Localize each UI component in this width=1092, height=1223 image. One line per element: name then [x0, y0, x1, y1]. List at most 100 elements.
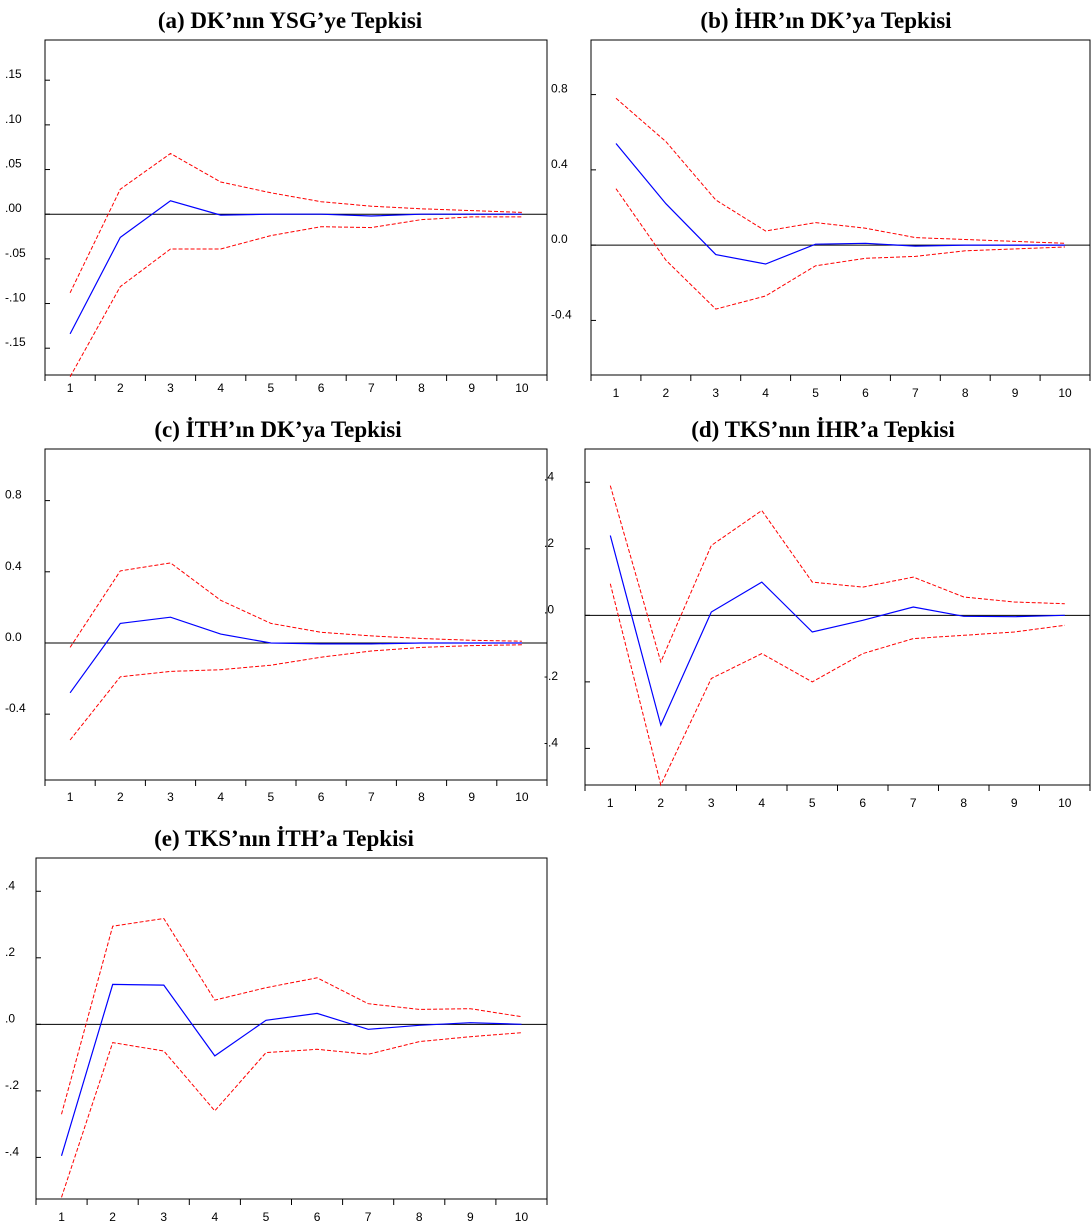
panel-b: (b) İHR’ın DK’ya Tepkisi 1 2 3 4 5 6 7 8 9 10 -0.4… [551, 8, 1091, 400]
panel-b-xtick-label: 6 [862, 386, 869, 400]
panel-b-ytick-label: 0.4 [551, 157, 568, 171]
panel-d-xtick-label: 8 [960, 796, 967, 810]
panel-d-xtick-label: 3 [708, 796, 715, 810]
panel-c-xtick-label: 2 [117, 790, 124, 804]
panel-c-lower-band-line [69, 644, 522, 741]
panel-e-xtick-label: 3 [160, 1210, 167, 1223]
panel-b-lower-band-line [615, 188, 1066, 310]
panel-d-upper-band-line [609, 485, 1065, 664]
panel-a-plot: 1 2 3 4 5 6 7 8 9 10 -.15 -.10 -.05 .00 .05 .10 .15 [5, 39, 548, 395]
panel-a-title: (a) DK’nın YSG’ye Tepkisi [158, 8, 423, 33]
panel-e-xtick-label: 8 [416, 1210, 423, 1223]
panel-a-ytick-label: -.05 [5, 246, 26, 260]
panel-c-xtick-label: 6 [318, 790, 325, 804]
panel-b-plot: 1 2 3 4 5 6 7 8 9 10 -0.4 0.0 0.4 0.8 [551, 39, 1091, 400]
panel-c-xtick-label: 5 [268, 790, 275, 804]
panel-d-xtick-label: 10 [1058, 796, 1072, 810]
panel-d-xtick-label: 6 [859, 796, 866, 810]
panel-a-ytick-label: -.15 [5, 335, 26, 349]
panel-a-ytick-label: .00 [5, 201, 22, 215]
panel-b-ytick-label: -0.4 [551, 307, 572, 321]
panel-d-lower-band-line [609, 583, 1065, 787]
panel-b-xtick-label: 9 [1012, 386, 1019, 400]
panel-e-xtick-label: 2 [109, 1210, 116, 1223]
panel-c-xtick-label: 1 [67, 790, 74, 804]
panel-e-upper-band-line [61, 917, 522, 1115]
panel-e-xtick-label: 1 [58, 1210, 65, 1223]
panel-a-xtick-label: 5 [268, 381, 275, 395]
panel-e-lower-band-line [61, 1032, 522, 1198]
panel-c-xtick-label: 4 [217, 790, 224, 804]
panel-a-xtick-label: 8 [418, 381, 425, 395]
panel-b-frame [590, 39, 1091, 376]
panel-a-xtick-label: 1 [67, 381, 74, 395]
panel-b-xtick-label: 10 [1058, 386, 1072, 400]
panel-d-response-line [609, 535, 1065, 727]
panel-e-ytick-label: .4 [5, 878, 15, 892]
panel-d: (d) TKS’nın İHR’a Tepkisi 1 2 3 4 5 6 7 8 9 10 -.4… [544, 417, 1091, 810]
panel-d-title: (d) TKS’nın İHR’a Tepkisi [691, 417, 955, 442]
panel-c-xtick-label: 8 [418, 790, 425, 804]
panel-a-upper-band-line [69, 152, 522, 294]
panel-e-ytick-label: .2 [5, 945, 15, 959]
panel-e-ytick-label: -.2 [5, 1078, 19, 1092]
panel-c-ytick-label: 0.8 [5, 488, 22, 502]
panel-d-xtick-label: 1 [607, 796, 614, 810]
panel-c-upper-band-line [69, 562, 522, 648]
panel-b-title: (b) İHR’ın DK’ya Tepkisi [700, 8, 952, 33]
panel-c-xtick-label: 7 [368, 790, 375, 804]
panel-d-ytick-label: .2 [544, 536, 554, 550]
panel-a-xtick-label: 9 [468, 381, 475, 395]
panel-a-ytick-label: .10 [5, 112, 22, 126]
panel-c-ytick-label: 0.0 [5, 630, 22, 644]
panel-e-plot: 1 2 3 4 5 6 7 8 9 10 -.4 -.2 .0 .2 .4 [5, 857, 548, 1223]
panel-a-xtick-label: 2 [117, 381, 124, 395]
panel-e-xtick-label: 6 [314, 1210, 321, 1223]
panel-e-response-line [60, 983, 522, 1156]
panel-a-xtick-label: 3 [167, 381, 174, 395]
panel-a-lower-band-line [69, 216, 522, 378]
panel-d-xtick-label: 9 [1011, 796, 1018, 810]
panel-b-xtick-label: 2 [663, 386, 670, 400]
panel-d-ytick-label: -.2 [544, 669, 558, 683]
panel-d-ytick-label: -.4 [544, 735, 558, 749]
panel-e-ytick-label: -.4 [5, 1144, 19, 1158]
panel-c-frame [44, 448, 548, 781]
panel-a-ytick-label: -.10 [5, 291, 26, 305]
panel-a: (a) DK’nın YSG’ye Tepkisi 1 2 3 4 5 6 7 8 9 10 -.1… [5, 8, 548, 395]
panel-c-title: (c) İTH’ın DK’ya Tepkisi [154, 417, 402, 442]
panel-a-xtick-label: 4 [217, 381, 224, 395]
panel-b-ytick-label: 0.8 [551, 82, 568, 96]
panel-e-xtick-label: 7 [365, 1210, 372, 1223]
panel-d-ytick-label: .0 [544, 602, 554, 616]
panel-b-xtick-label: 3 [712, 386, 719, 400]
panel-a-xtick-label: 10 [515, 381, 529, 395]
panel-b-response-line [615, 143, 1065, 265]
panel-d-xtick-label: 4 [758, 796, 765, 810]
panel-e-ytick-label: .0 [5, 1011, 15, 1025]
panel-d-plot: 1 2 3 4 5 6 7 8 9 10 -.4 -.2 .0 .2 .4 [544, 448, 1091, 810]
panel-b-xtick-label: 4 [762, 386, 769, 400]
panel-e-xtick-label: 5 [263, 1210, 270, 1223]
panel-b-xtick-label: 1 [613, 386, 620, 400]
panel-a-xtick-label: 7 [368, 381, 375, 395]
panel-d-xtick-label: 2 [657, 796, 664, 810]
panel-c-xtick-label: 9 [468, 790, 475, 804]
panel-e-title: (e) TKS’nın İTH’a Tepkisi [154, 826, 414, 851]
panel-c-response-line [69, 616, 522, 694]
panel-c-xtick-label: 3 [167, 790, 174, 804]
panel-a-xtick-label: 6 [318, 381, 325, 395]
panel-d-xtick-label: 5 [809, 796, 816, 810]
panel-b-ytick-label: 0.0 [551, 232, 568, 246]
panel-e-xtick-label: 9 [467, 1210, 474, 1223]
panel-c-ytick-label: 0.4 [5, 559, 22, 573]
panel-a-response-line [69, 200, 522, 335]
panel-e-xtick-label: 10 [515, 1210, 529, 1223]
panel-b-xtick-label: 7 [912, 386, 919, 400]
panel-a-ytick-label: .05 [5, 157, 22, 171]
panel-e: (e) TKS’nın İTH’a Tepkisi 1 2 3 4 5 6 7 8 9 10 -.4… [5, 826, 548, 1223]
panel-d-xtick-label: 7 [910, 796, 917, 810]
panel-b-upper-band-line [615, 97, 1066, 244]
panel-c-plot: 1 2 3 4 5 6 7 8 9 10 -0.4 0.0 0.4 0.8 [5, 448, 548, 804]
